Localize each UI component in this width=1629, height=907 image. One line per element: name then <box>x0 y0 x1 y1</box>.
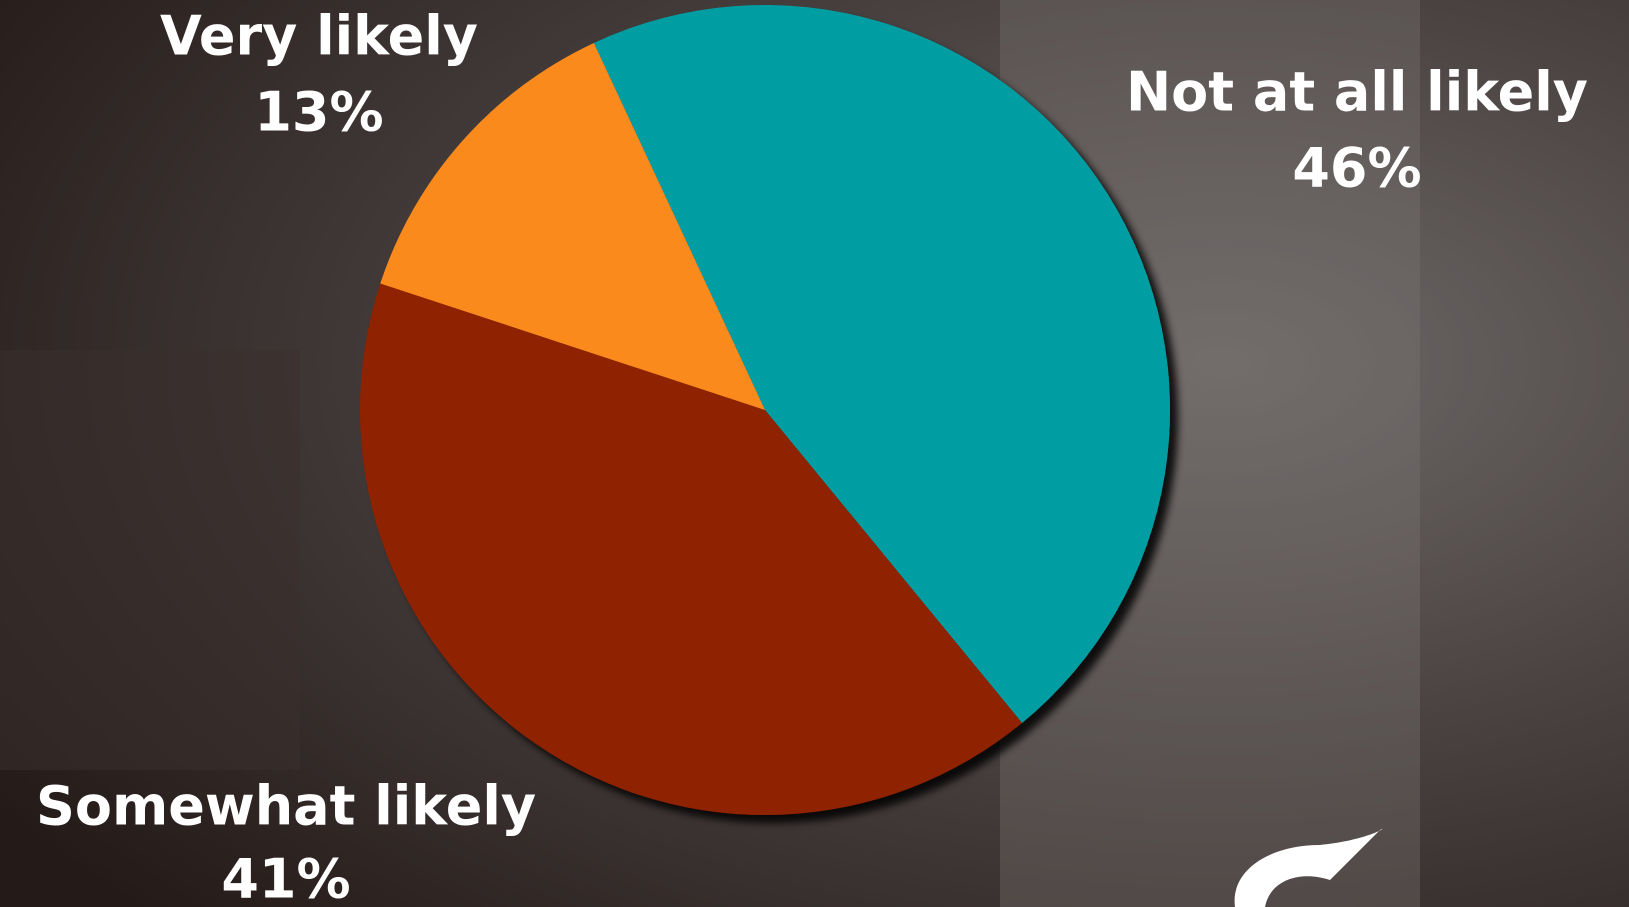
slice-value-label: 13% <box>254 81 383 144</box>
logo-mark <box>1234 828 1383 907</box>
slice-label: Somewhat likely <box>36 775 536 838</box>
pie-slice <box>593 4 1171 723</box>
pie-slice <box>360 283 1023 815</box>
slice-label: Not at all likely <box>1126 61 1588 124</box>
pie-slice <box>380 42 765 411</box>
slice-value-label: 41% <box>221 848 350 907</box>
slice-label: Very likely <box>160 5 478 68</box>
pie <box>360 4 1171 815</box>
labels: Not at all likely 46% Somewhat likely 41% Ve… <box>36 5 1588 907</box>
background-panel <box>0 350 300 770</box>
slice-value-label: 46% <box>1292 137 1421 200</box>
